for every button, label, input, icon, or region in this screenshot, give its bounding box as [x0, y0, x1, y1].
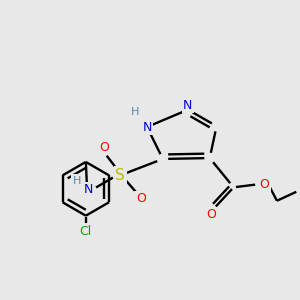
Text: O: O: [206, 208, 216, 221]
Text: N: N: [84, 183, 94, 196]
Text: S: S: [115, 168, 125, 183]
Text: N: N: [142, 121, 152, 134]
Text: O: O: [99, 140, 109, 154]
Text: O: O: [259, 178, 269, 191]
Text: N: N: [183, 99, 193, 112]
Text: O: O: [136, 192, 146, 205]
Text: H: H: [131, 107, 139, 117]
Text: Cl: Cl: [80, 225, 92, 238]
Text: H: H: [73, 176, 81, 186]
